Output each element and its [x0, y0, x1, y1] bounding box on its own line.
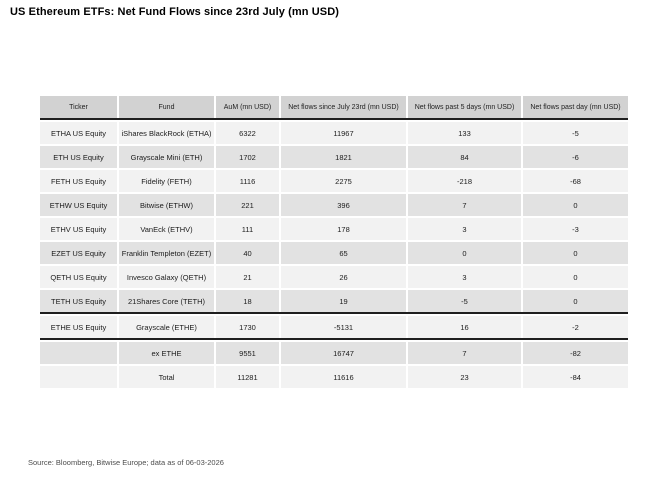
table-cell: 7 — [408, 342, 521, 364]
table-row: EZET US Equity Franklin Templeton (EZET) 4… — [40, 242, 628, 264]
table-cell: -6 — [523, 146, 628, 168]
table-cell: 65 — [281, 242, 406, 264]
table-row: ETH US Equity Grayscale Mini (ETH) 1702 182… — [40, 146, 628, 168]
table-cell — [40, 366, 117, 388]
column-header: AuM (mn USD) — [216, 96, 279, 118]
table-cell: 178 — [281, 218, 406, 240]
table-cell: VanEck (ETHV) — [119, 218, 214, 240]
table-cell: 221 — [216, 194, 279, 216]
table-cell: ETH US Equity — [40, 146, 117, 168]
table-cell: 1116 — [216, 170, 279, 192]
table-cell: 11967 — [281, 122, 406, 144]
column-header: Fund — [119, 96, 214, 118]
table-cell: EZET US Equity — [40, 242, 117, 264]
table-cell: Total — [119, 366, 214, 388]
table-cell: 19 — [281, 290, 406, 312]
table-cell: 0 — [408, 242, 521, 264]
table-row: ex ETHE 9551 16747 7 -82 — [40, 342, 628, 364]
page-title: US Ethereum ETFs: Net Fund Flows since 2… — [10, 6, 340, 18]
table-cell: 0 — [523, 242, 628, 264]
table-cell: 111 — [216, 218, 279, 240]
table-cell: Bitwise (ETHW) — [119, 194, 214, 216]
table-cell: 16747 — [281, 342, 406, 364]
table-cell: 11281 — [216, 366, 279, 388]
table-cell: 0 — [523, 266, 628, 288]
table-cell: FETH US Equity — [40, 170, 117, 192]
table-cell: 16 — [408, 316, 521, 338]
table-cell: -5131 — [281, 316, 406, 338]
column-header: Net flows past day (mn USD) — [523, 96, 628, 118]
table-cell: -218 — [408, 170, 521, 192]
table-cell: ETHA US Equity — [40, 122, 117, 144]
table-header-row: Ticker Fund AuM (mn USD) Net flows since Ju… — [40, 96, 628, 118]
table-cell: ex ETHE — [119, 342, 214, 364]
table-cell: -5 — [523, 122, 628, 144]
table-row: TETH US Equity 21Shares Core (TETH) 18 19 -5… — [40, 290, 628, 312]
table-cell: Invesco Galaxy (QETH) — [119, 266, 214, 288]
table-cell: Grayscale Mini (ETH) — [119, 146, 214, 168]
section-divider — [40, 312, 628, 314]
table-cell: TETH US Equity — [40, 290, 117, 312]
table-cell: 2275 — [281, 170, 406, 192]
table-cell: 11616 — [281, 366, 406, 388]
table-cell — [40, 342, 117, 364]
column-header: Net flows past 5 days (mn USD) — [408, 96, 521, 118]
table-cell: Fidelity (FETH) — [119, 170, 214, 192]
table-cell: 1821 — [281, 146, 406, 168]
table-cell: 0 — [523, 290, 628, 312]
table-row: ETHV US Equity VanEck (ETHV) 111 178 3 -3 — [40, 218, 628, 240]
table-row: ETHA US Equity iShares BlackRock (ETHA) 63… — [40, 122, 628, 144]
table-cell: 6322 — [216, 122, 279, 144]
table-cell: 1730 — [216, 316, 279, 338]
table-row: QETH US Equity Invesco Galaxy (QETH) 21 26 3… — [40, 266, 628, 288]
section-divider — [40, 118, 628, 120]
table-cell: 26 — [281, 266, 406, 288]
section-divider — [40, 338, 628, 340]
table-cell: 3 — [408, 218, 521, 240]
table-cell: iShares BlackRock (ETHA) — [119, 122, 214, 144]
table-cell: -82 — [523, 342, 628, 364]
table-cell: 9551 — [216, 342, 279, 364]
column-header: Ticker — [40, 96, 117, 118]
table-cell: -84 — [523, 366, 628, 388]
table-cell: ETHE US Equity — [40, 316, 117, 338]
table-cell: 396 — [281, 194, 406, 216]
table-cell: 0 — [523, 194, 628, 216]
table-row: ETHW US Equity Bitwise (ETHW) 221 396 7 0 — [40, 194, 628, 216]
source-note: Source: Bloomberg, Bitwise Europe; data … — [28, 458, 224, 467]
table-row: ETHE US Equity Grayscale (ETHE) 1730 -5131 1… — [40, 316, 628, 338]
table-cell: ETHW US Equity — [40, 194, 117, 216]
table-cell: 21Shares Core (TETH) — [119, 290, 214, 312]
table-cell: -2 — [523, 316, 628, 338]
table-cell: -5 — [408, 290, 521, 312]
table-cell: -3 — [523, 218, 628, 240]
table-cell: Grayscale (ETHE) — [119, 316, 214, 338]
table-cell: QETH US Equity — [40, 266, 117, 288]
column-header: Net flows since July 23rd (mn USD) — [281, 96, 406, 118]
etf-flows-table: Ticker Fund AuM (mn USD) Net flows since Ju… — [40, 96, 628, 390]
table-cell: 40 — [216, 242, 279, 264]
table-cell: 84 — [408, 146, 521, 168]
table-cell: 23 — [408, 366, 521, 388]
table-cell: Franklin Templeton (EZET) — [119, 242, 214, 264]
table-cell: 3 — [408, 266, 521, 288]
table-cell: 1702 — [216, 146, 279, 168]
table-cell: ETHV US Equity — [40, 218, 117, 240]
table-cell: 18 — [216, 290, 279, 312]
table-cell: -68 — [523, 170, 628, 192]
table-row: FETH US Equity Fidelity (FETH) 1116 2275 -21… — [40, 170, 628, 192]
table-cell: 21 — [216, 266, 279, 288]
table-cell: 7 — [408, 194, 521, 216]
table-cell: 133 — [408, 122, 521, 144]
table-row: Total 11281 11616 23 -84 — [40, 366, 628, 388]
